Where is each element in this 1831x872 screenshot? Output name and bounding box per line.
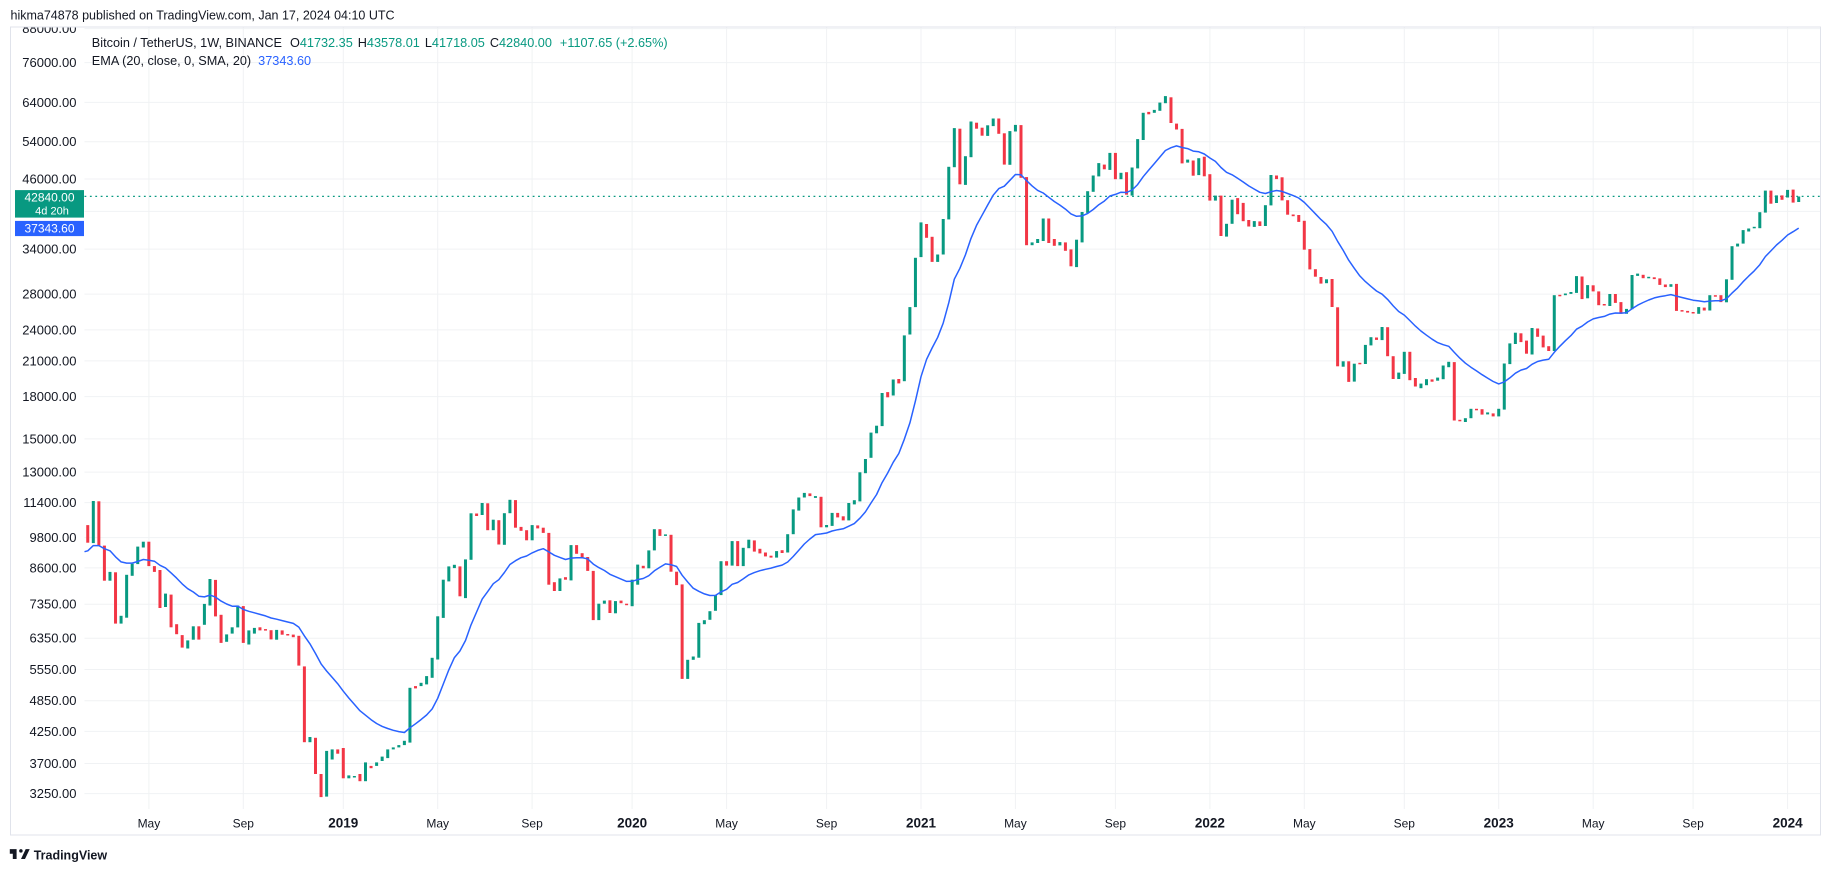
svg-text:2019: 2019 — [328, 816, 358, 831]
svg-text:EMA (20, close, 0, SMA, 20)373: EMA (20, close, 0, SMA, 20) 37343.60 — [92, 54, 311, 68]
svg-text:4250.00: 4250.00 — [30, 724, 77, 739]
svg-text:34000.00: 34000.00 — [22, 242, 76, 257]
svg-text:2023: 2023 — [1484, 816, 1515, 831]
svg-text:Sep: Sep — [233, 817, 255, 831]
svg-text:46000.00: 46000.00 — [22, 171, 76, 186]
svg-text:2021: 2021 — [906, 816, 937, 831]
svg-text:8600.00: 8600.00 — [30, 560, 77, 575]
svg-text:4850.00: 4850.00 — [30, 693, 77, 708]
svg-text:21000.00: 21000.00 — [22, 353, 76, 368]
svg-text:Bitcoin / TetherUS, 1W, BINANC: Bitcoin / TetherUS, 1W, BINANCE O41732.35… — [92, 36, 668, 50]
svg-text:6350.00: 6350.00 — [30, 631, 77, 646]
svg-text:May: May — [1004, 817, 1027, 831]
svg-text:Sep: Sep — [816, 817, 838, 831]
svg-text:15000.00: 15000.00 — [22, 431, 76, 446]
svg-text:54000.00: 54000.00 — [22, 134, 76, 149]
svg-text:May: May — [138, 817, 161, 831]
svg-text:Sep: Sep — [1682, 817, 1704, 831]
svg-text:TradingView: TradingView — [34, 848, 108, 862]
svg-text:9800.00: 9800.00 — [30, 530, 77, 545]
svg-text:24000.00: 24000.00 — [22, 322, 76, 337]
svg-text:May: May — [426, 817, 449, 831]
svg-text:Sep: Sep — [1394, 817, 1416, 831]
svg-text:May: May — [715, 817, 738, 831]
svg-text:11400.00: 11400.00 — [23, 495, 76, 510]
svg-text:64000.00: 64000.00 — [22, 95, 76, 110]
svg-text:3250.00: 3250.00 — [30, 786, 77, 801]
svg-text:7350.00: 7350.00 — [30, 597, 77, 612]
svg-text:76000.00: 76000.00 — [22, 55, 76, 70]
svg-text:2020: 2020 — [617, 816, 647, 831]
svg-text:2022: 2022 — [1195, 816, 1225, 831]
svg-text:2024: 2024 — [1773, 816, 1804, 831]
svg-text:hikma74878 published on Tradin: hikma74878 published on TradingView.com,… — [11, 9, 395, 23]
svg-text:13000.00: 13000.00 — [22, 465, 76, 480]
svg-text:5550.00: 5550.00 — [30, 662, 77, 677]
svg-text:88000.00: 88000.00 — [22, 21, 76, 36]
svg-text:May: May — [1582, 817, 1605, 831]
svg-text:4d 20h: 4d 20h — [35, 205, 69, 217]
svg-text:42840.00: 42840.00 — [24, 191, 74, 205]
svg-text:Sep: Sep — [1105, 817, 1127, 831]
svg-text:28000.00: 28000.00 — [22, 287, 76, 302]
svg-text:May: May — [1293, 817, 1316, 831]
svg-text:3700.00: 3700.00 — [30, 756, 77, 771]
svg-text:37343.60: 37343.60 — [24, 221, 74, 235]
svg-text:18000.00: 18000.00 — [22, 389, 76, 404]
svg-text:Sep: Sep — [521, 817, 543, 831]
